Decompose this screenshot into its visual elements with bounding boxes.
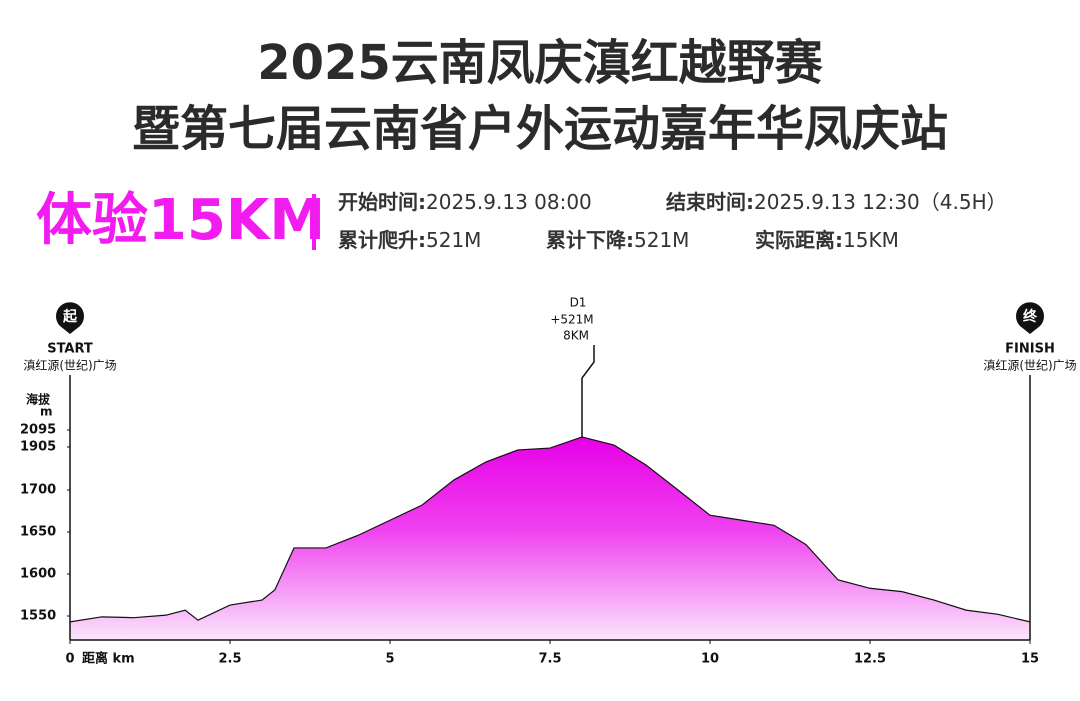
elevation-area bbox=[70, 436, 1030, 641]
info-item: 结束时间:2025.9.13 12:30（4.5H） bbox=[666, 190, 1007, 214]
y-axis-label: 海拔 bbox=[26, 392, 51, 407]
x-tick-label: 5 bbox=[385, 652, 394, 667]
elevation-line bbox=[69, 436, 1031, 623]
subtitle: 体验15KM bbox=[36, 188, 325, 253]
info-item: 累计爬升:521M bbox=[338, 228, 481, 252]
info-item: 实际距离:15KM bbox=[755, 228, 899, 252]
checkpoint-distance: 8KM bbox=[563, 329, 589, 343]
y-tick-label: 1700 bbox=[20, 483, 56, 498]
marker-icon: 起 bbox=[62, 308, 78, 325]
y-tick-label: 1650 bbox=[20, 525, 56, 540]
marker-label: START bbox=[47, 342, 93, 357]
x-tick-label: 12.5 bbox=[854, 652, 886, 667]
marker-icon: 终 bbox=[1023, 308, 1038, 325]
x-tick-label: 10 bbox=[701, 652, 719, 667]
title: 2025云南凤庆滇红越野赛 bbox=[257, 35, 824, 91]
checkpoint-name: D1 bbox=[570, 296, 587, 310]
x-tick-label: 0 bbox=[65, 652, 74, 667]
marker-pin bbox=[56, 302, 85, 334]
x-tick-label: 2.5 bbox=[218, 652, 241, 667]
marker-place: 滇红源(世纪)广场 bbox=[23, 358, 116, 373]
divider bbox=[312, 194, 316, 250]
info-item: 累计下降:521M bbox=[546, 228, 689, 252]
marker-pin bbox=[1016, 302, 1045, 334]
y-tick-label: 1600 bbox=[20, 567, 56, 582]
chart: 1550 1600 1650 1700 1905 2095 海拔m 0 2.5 5 7.5 10 12.… bbox=[20, 296, 1077, 667]
x-tick-label: 15 bbox=[1021, 652, 1039, 667]
y-tick-label: 1550 bbox=[20, 609, 56, 624]
x-tick-label: 7.5 bbox=[538, 652, 561, 667]
title: 暨第七届云南省户外运动嘉年华凤庆站 bbox=[132, 101, 948, 157]
info-item: 开始时间:2025.9.13 08:00 bbox=[338, 190, 592, 214]
y-axis-label: m bbox=[40, 405, 53, 419]
marker-label: FINISH bbox=[1005, 342, 1055, 357]
marker-place: 滇红源(世纪)广场 bbox=[983, 358, 1076, 373]
checkpoint-line bbox=[581, 345, 595, 438]
y-tick-label: 2095 bbox=[20, 423, 56, 438]
checkpoint-gain: +521M bbox=[550, 313, 593, 327]
y-tick-label: 1905 bbox=[20, 440, 56, 455]
x-axis-label: 距离 km bbox=[82, 651, 135, 667]
